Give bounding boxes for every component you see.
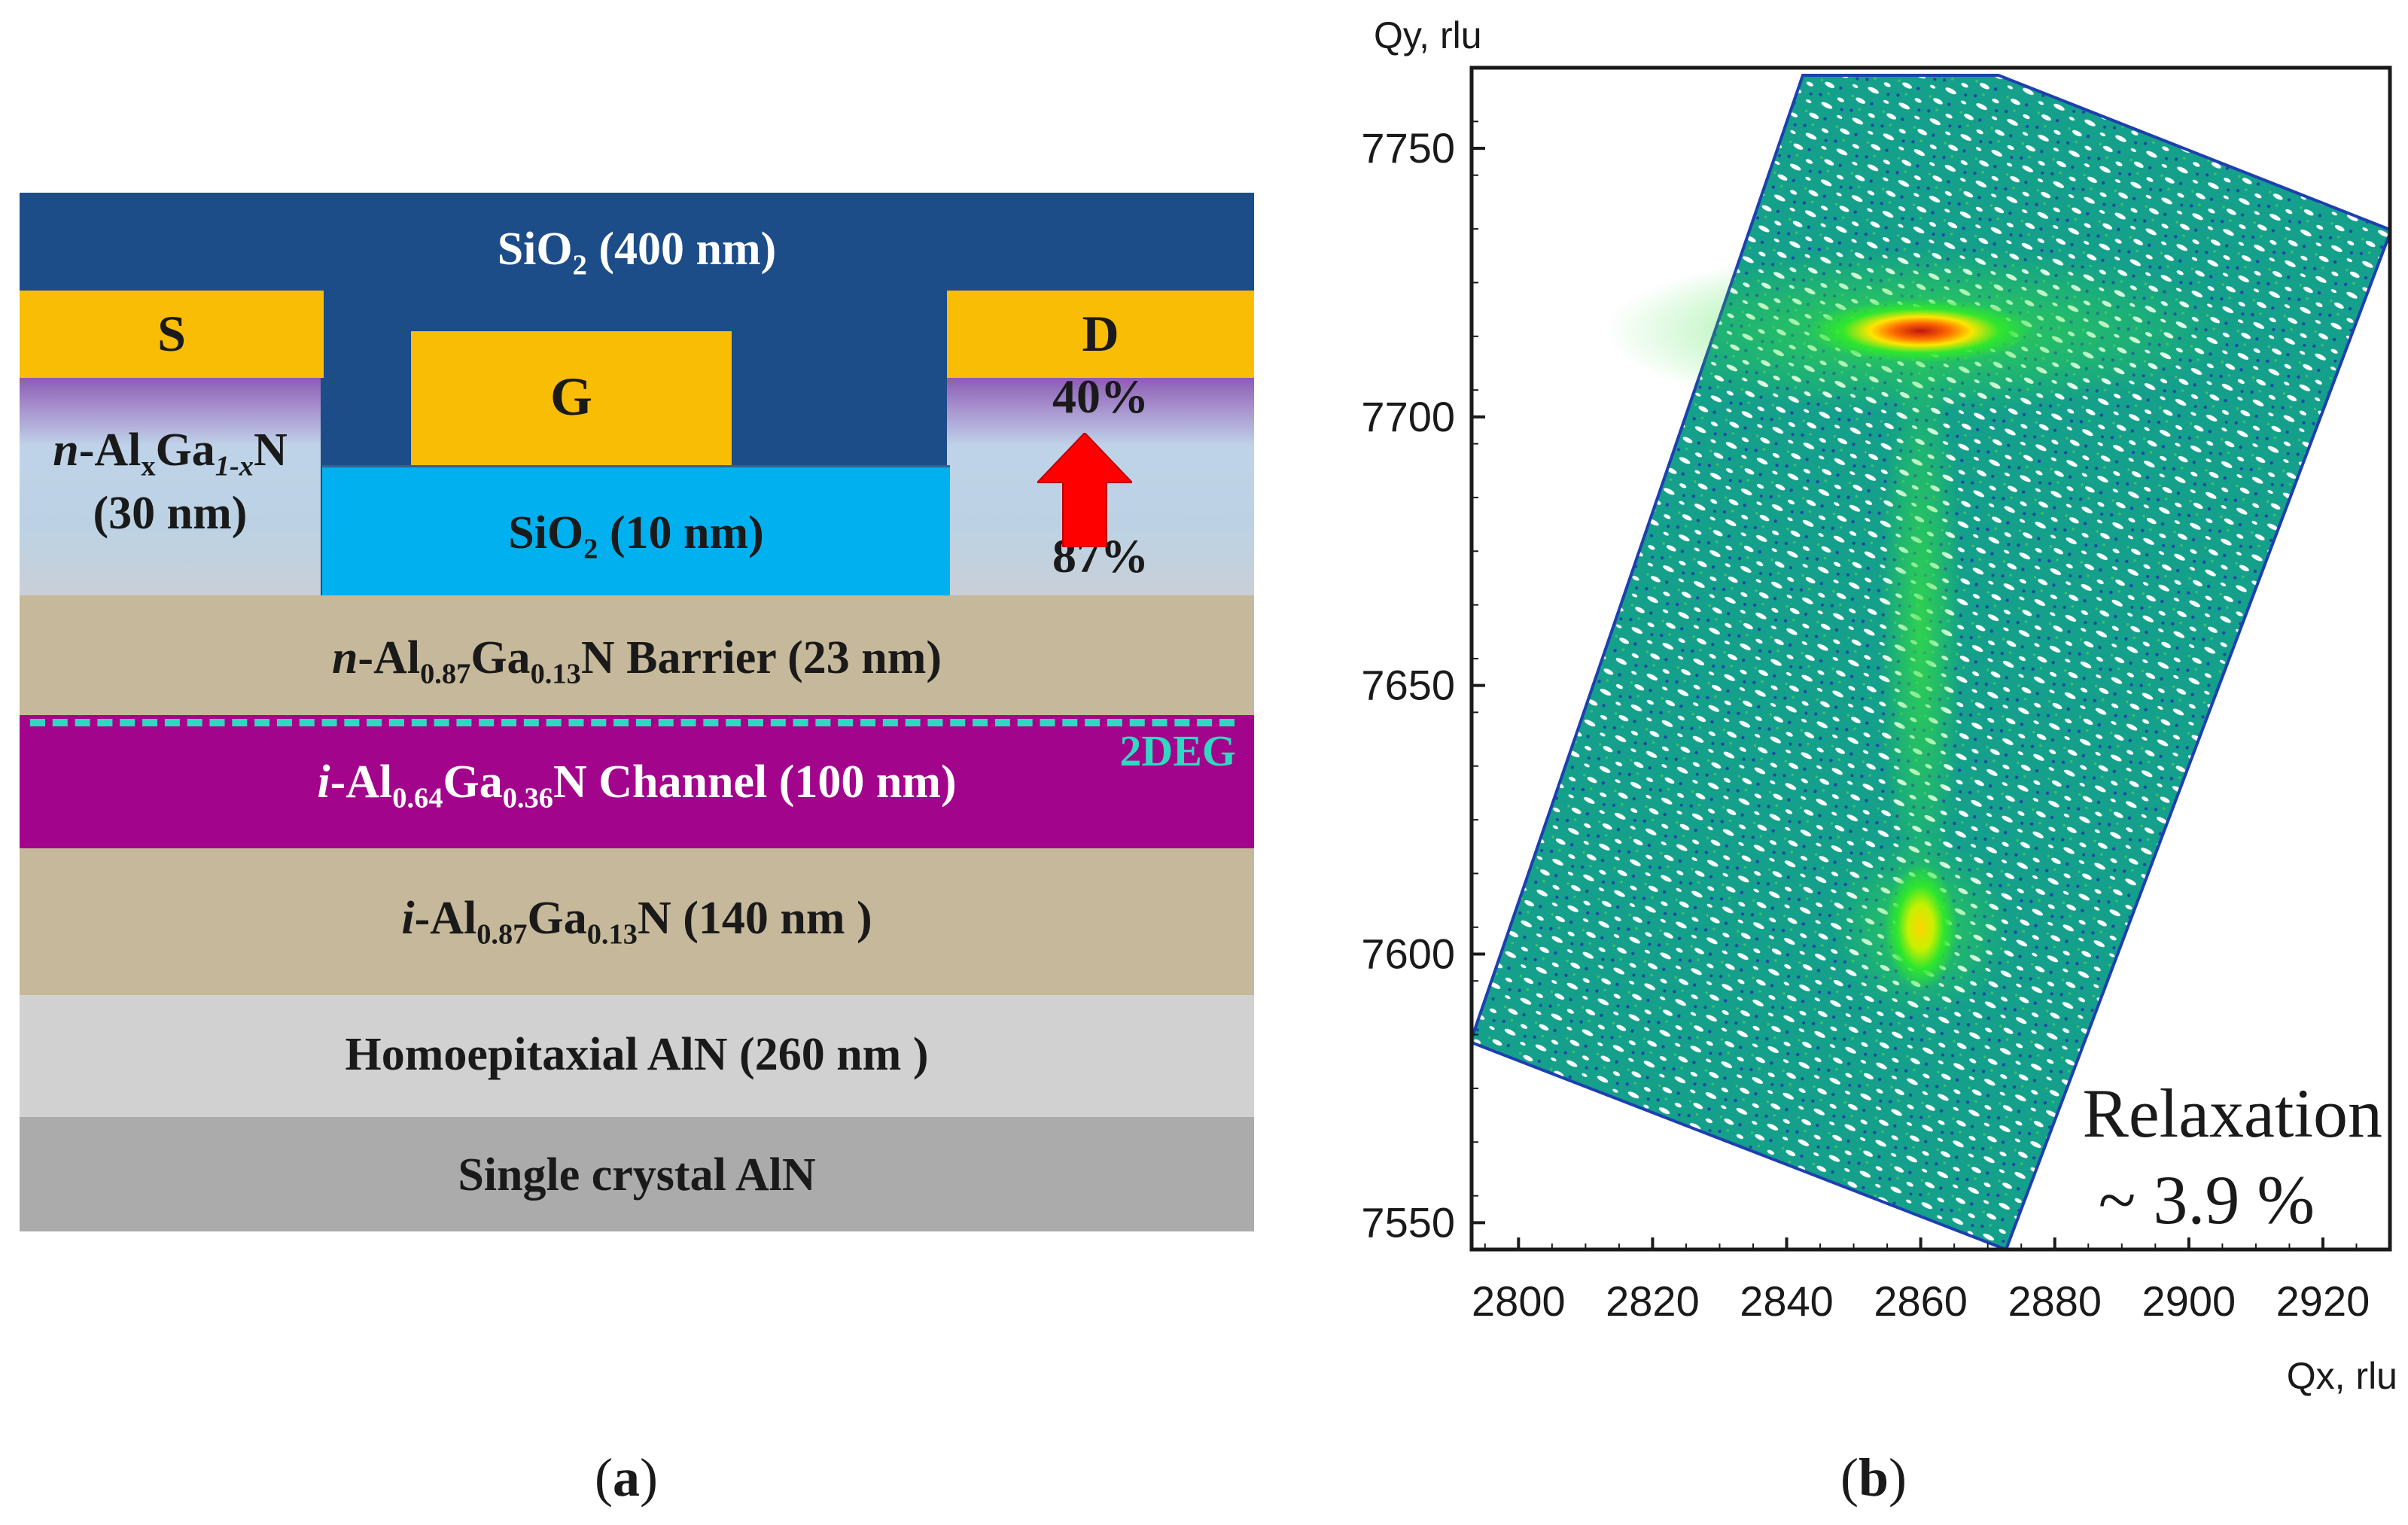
x-tick-label: 2860 [1874, 1277, 1968, 1325]
barrier-sub2: 0.13 [530, 658, 581, 690]
gate-contact: G [411, 331, 732, 465]
channel-layer: i-Al0.64Ga0.36N Channel (100 nm) 2DEG [20, 715, 1254, 848]
y-axis-title: Qy, rlu [1374, 14, 1482, 56]
source-label: S [157, 305, 186, 362]
barrier-al: -Al [358, 632, 421, 683]
x-tick-label: 2840 [1740, 1277, 1834, 1325]
source-contact: S [20, 291, 324, 378]
sio2-thin-sub: 2 [583, 533, 598, 565]
channel-prefix: i [317, 756, 330, 808]
relaxation-value: ~ 3.9 % [2099, 1161, 2315, 1238]
grade-arrow-icon [1037, 433, 1132, 547]
buffer-ga: Ga [527, 893, 587, 944]
sio2-thin-thickness: (10 nm) [598, 507, 764, 559]
buffer-al: -Al [414, 893, 477, 944]
sio2-passivation-label: SiO2 (400 nm) [20, 223, 1254, 280]
caption-a-close: ) [639, 1447, 658, 1508]
buffer-sub2: 0.13 [586, 918, 638, 951]
caption-b-letter: b [1858, 1447, 1889, 1508]
channel-label: i-Al0.64Ga0.36N Channel (100 nm) [20, 756, 1254, 813]
channel-al: -Al [330, 756, 393, 808]
caption-a-open: ( [595, 1447, 613, 1508]
graded-algan-al: -Al [78, 425, 142, 476]
graded-algan-ga: Ga [155, 425, 215, 476]
graded-algan-prefix: n [53, 425, 79, 476]
upper-layer-peak [1807, 299, 2034, 363]
sio2-thin-text: SiO [508, 507, 584, 559]
rsm-plot: 7550 7600 7650 7700 7750 2800 2820 2840 2860 2880… [1361, 14, 2397, 1397]
caption-a-letter: a [612, 1447, 640, 1508]
channel-sub1: 0.64 [392, 782, 443, 814]
aln-substrate-layer: Single crystal AlN [20, 1117, 1254, 1231]
sio2-gate-oxide: SiO2 (10 nm) [322, 465, 950, 598]
device-cross-section: SiO2 (400 nm) S D n-AlxGa1-xN (30 nm) 40… [20, 193, 1254, 1509]
sio2-top-thickness: (400 nm) [586, 224, 777, 275]
rsm-intensity-map [1470, 74, 2391, 1252]
drain-label: D [1082, 305, 1119, 362]
channel-rest: N Channel (100 nm) [553, 756, 957, 808]
drain-contact: D [947, 291, 1254, 378]
barrier-layer: n-Al0.87Ga0.13N Barrier (23 nm) [20, 595, 1254, 715]
barrier-sub1: 0.87 [420, 658, 471, 690]
x-tick-label: 2800 [1472, 1277, 1566, 1325]
sio2-gate-oxide-label: SiO2 (10 nm) [322, 507, 950, 564]
x-tick-label: 2900 [2142, 1277, 2236, 1325]
buffer-sub1: 0.87 [476, 918, 528, 951]
caption-b-close: ) [1889, 1447, 1907, 1508]
barrier-ga: Ga [470, 632, 531, 683]
sio2-top-sub: 2 [572, 249, 587, 282]
twodeg-dashed-line [30, 719, 1234, 726]
barrier-rest: N Barrier (23 nm) [580, 632, 942, 683]
channel-ga: Ga [443, 756, 503, 808]
barrier-prefix: n [331, 632, 358, 683]
y-tick-label: 7700 [1361, 393, 1455, 440]
buffer-prefix: i [401, 893, 415, 944]
caption-b-open: ( [1840, 1447, 1859, 1508]
buffer-rest: N (140 nm ) [637, 893, 872, 944]
y-tick-label: 7550 [1361, 1198, 1455, 1246]
lower-layer-peak [1884, 863, 1957, 991]
x-tick-label: 2880 [2008, 1277, 2102, 1325]
aln-substrate-label: Single crystal AlN [458, 1149, 816, 1201]
y-tick-label: 7750 [1361, 124, 1455, 172]
x-tick-label: 2920 [2276, 1277, 2370, 1325]
graded-algan-sub-x: x [141, 450, 156, 482]
homoepitaxial-aln-label: Homoepitaxial AlN (260 nm ) [345, 1029, 929, 1080]
buffer-label: i-Al0.87Ga0.13N (140 nm ) [20, 892, 1254, 949]
relaxation-streak [1879, 330, 1962, 927]
y-tick-label: 7600 [1361, 930, 1455, 978]
x-axis-title: Qx, rlu [2287, 1355, 2397, 1397]
relaxation-label: Relaxation [2082, 1075, 2382, 1152]
x-tick-label: 2820 [1606, 1277, 1700, 1325]
channel-sub2: 0.36 [502, 782, 553, 814]
sio2-top-text: SiO [497, 224, 573, 275]
y-tick-label: 7650 [1361, 662, 1455, 709]
grade-top-label: 40% [1052, 370, 1149, 423]
graded-algan-left: n-AlxGa1-xN (30 nm) [20, 378, 321, 595]
buffer-layer: i-Al0.87Ga0.13N (140 nm ) [20, 848, 1254, 995]
rsm-axes: 7550 7600 7650 7700 7750 2800 2820 2840 2860 2880… [1361, 14, 2397, 1397]
barrier-label: n-Al0.87Ga0.13N Barrier (23 nm) [20, 632, 1254, 689]
graded-algan-n: N [254, 425, 288, 476]
gate-label: G [549, 367, 592, 427]
graded-algan-thickness: (30 nm) [93, 488, 248, 539]
graded-algan-label: n-AlxGa1-xN (30 nm) [20, 419, 321, 545]
homoepitaxial-aln-layer: Homoepitaxial AlN (260 nm ) [20, 995, 1254, 1117]
caption-a: (a) [595, 1447, 658, 1509]
caption-b: (b) [1840, 1447, 1907, 1509]
twodeg-label: 2DEG [1119, 726, 1236, 775]
graded-algan-formula: n-AlxGa1-xN [20, 419, 321, 482]
graded-algan-sub-1x: 1-x [215, 450, 254, 482]
